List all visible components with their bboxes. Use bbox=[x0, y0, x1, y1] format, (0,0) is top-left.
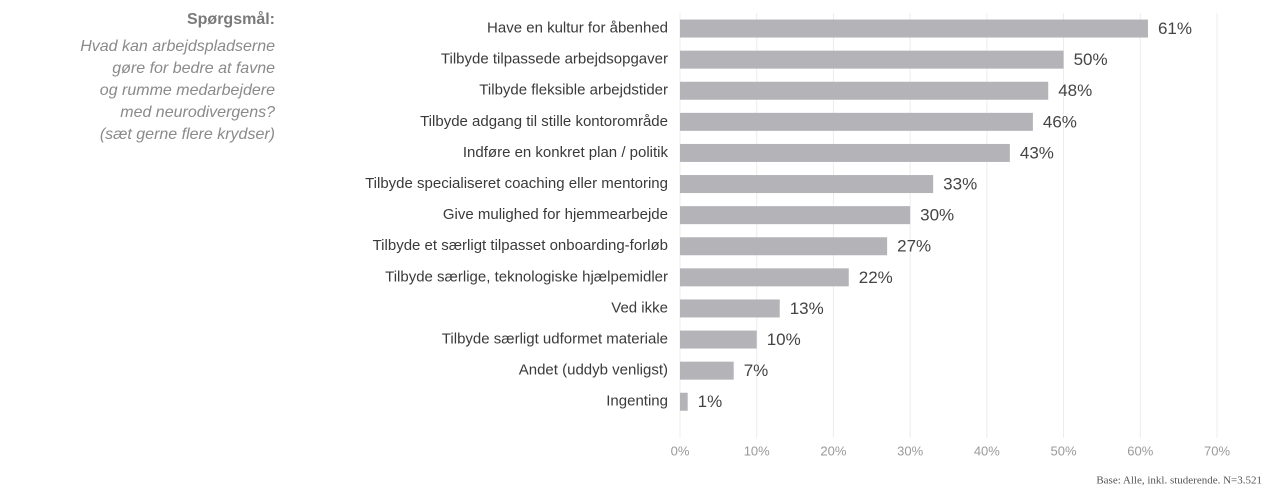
category-label: Tilbyde særligt udformet materiale bbox=[442, 331, 668, 348]
category-label: Have en kultur for åbenhed bbox=[487, 20, 668, 37]
category-label: Tilbyde fleksible arbejdstider bbox=[479, 82, 668, 99]
x-tick-label: 70% bbox=[1204, 443, 1230, 458]
bar bbox=[680, 50, 1064, 69]
x-tick-label: 20% bbox=[820, 443, 846, 458]
question-line: Hvad kan arbejdspladserne bbox=[80, 38, 275, 55]
bar bbox=[680, 19, 1148, 38]
question-title: Spørgsmål: bbox=[187, 10, 275, 28]
value-label: 22% bbox=[859, 268, 893, 287]
bar bbox=[680, 81, 1049, 100]
category-label: Indføre en konkret plan / politik bbox=[463, 144, 669, 161]
value-label: 48% bbox=[1058, 81, 1092, 100]
category-label: Tilbyde tilpassede arbejdsopgaver bbox=[441, 51, 668, 68]
question-line: med neurodivergens? bbox=[120, 104, 275, 121]
base-note: Base: Alle, inkl. studerende. N=3.521 bbox=[1096, 475, 1262, 487]
value-label: 46% bbox=[1043, 112, 1077, 131]
question-line: og rumme medarbejdere bbox=[100, 82, 275, 99]
value-label: 61% bbox=[1158, 19, 1192, 38]
category-label: Ved ikke bbox=[611, 299, 668, 316]
value-label: 7% bbox=[744, 361, 769, 380]
value-label: 1% bbox=[698, 392, 723, 411]
category-label: Ingenting bbox=[606, 393, 668, 410]
x-tick-label: 50% bbox=[1051, 443, 1077, 458]
value-label: 10% bbox=[767, 330, 801, 349]
bar bbox=[680, 175, 934, 194]
x-tick-label: 40% bbox=[974, 443, 1000, 458]
bar bbox=[680, 112, 1033, 131]
x-tick-label: 0% bbox=[671, 443, 690, 458]
question-line: gøre for bedre at favne bbox=[112, 60, 275, 77]
bar bbox=[680, 268, 849, 287]
bar bbox=[680, 299, 780, 318]
x-tick-label: 30% bbox=[897, 443, 923, 458]
value-label: 27% bbox=[897, 237, 931, 256]
category-label: Tilbyde særlige, teknologiske hjælpemidl… bbox=[385, 268, 668, 285]
bar bbox=[680, 330, 757, 349]
bar bbox=[680, 361, 734, 380]
x-tick-label: 10% bbox=[744, 443, 770, 458]
value-label: 30% bbox=[920, 206, 954, 225]
category-label: Tilbyde et særligt tilpasset onboarding-… bbox=[373, 237, 668, 254]
value-label: 50% bbox=[1074, 50, 1108, 69]
value-label: 43% bbox=[1020, 143, 1054, 162]
category-label: Give mulighed for hjemmearbejde bbox=[443, 206, 668, 223]
bar bbox=[680, 143, 1010, 162]
bar bbox=[680, 237, 888, 256]
bar bbox=[680, 392, 688, 411]
category-label: Andet (uddyb venligst) bbox=[519, 362, 668, 379]
bar bbox=[680, 206, 911, 225]
category-label: Tilbyde adgang til stille kontorområde bbox=[420, 113, 668, 130]
value-label: 33% bbox=[943, 175, 977, 194]
value-label: 13% bbox=[790, 299, 824, 318]
x-tick-label: 60% bbox=[1127, 443, 1153, 458]
question-line: (sæt gerne flere krydser) bbox=[100, 126, 275, 143]
category-label: Tilbyde specialiseret coaching eller men… bbox=[365, 175, 668, 192]
